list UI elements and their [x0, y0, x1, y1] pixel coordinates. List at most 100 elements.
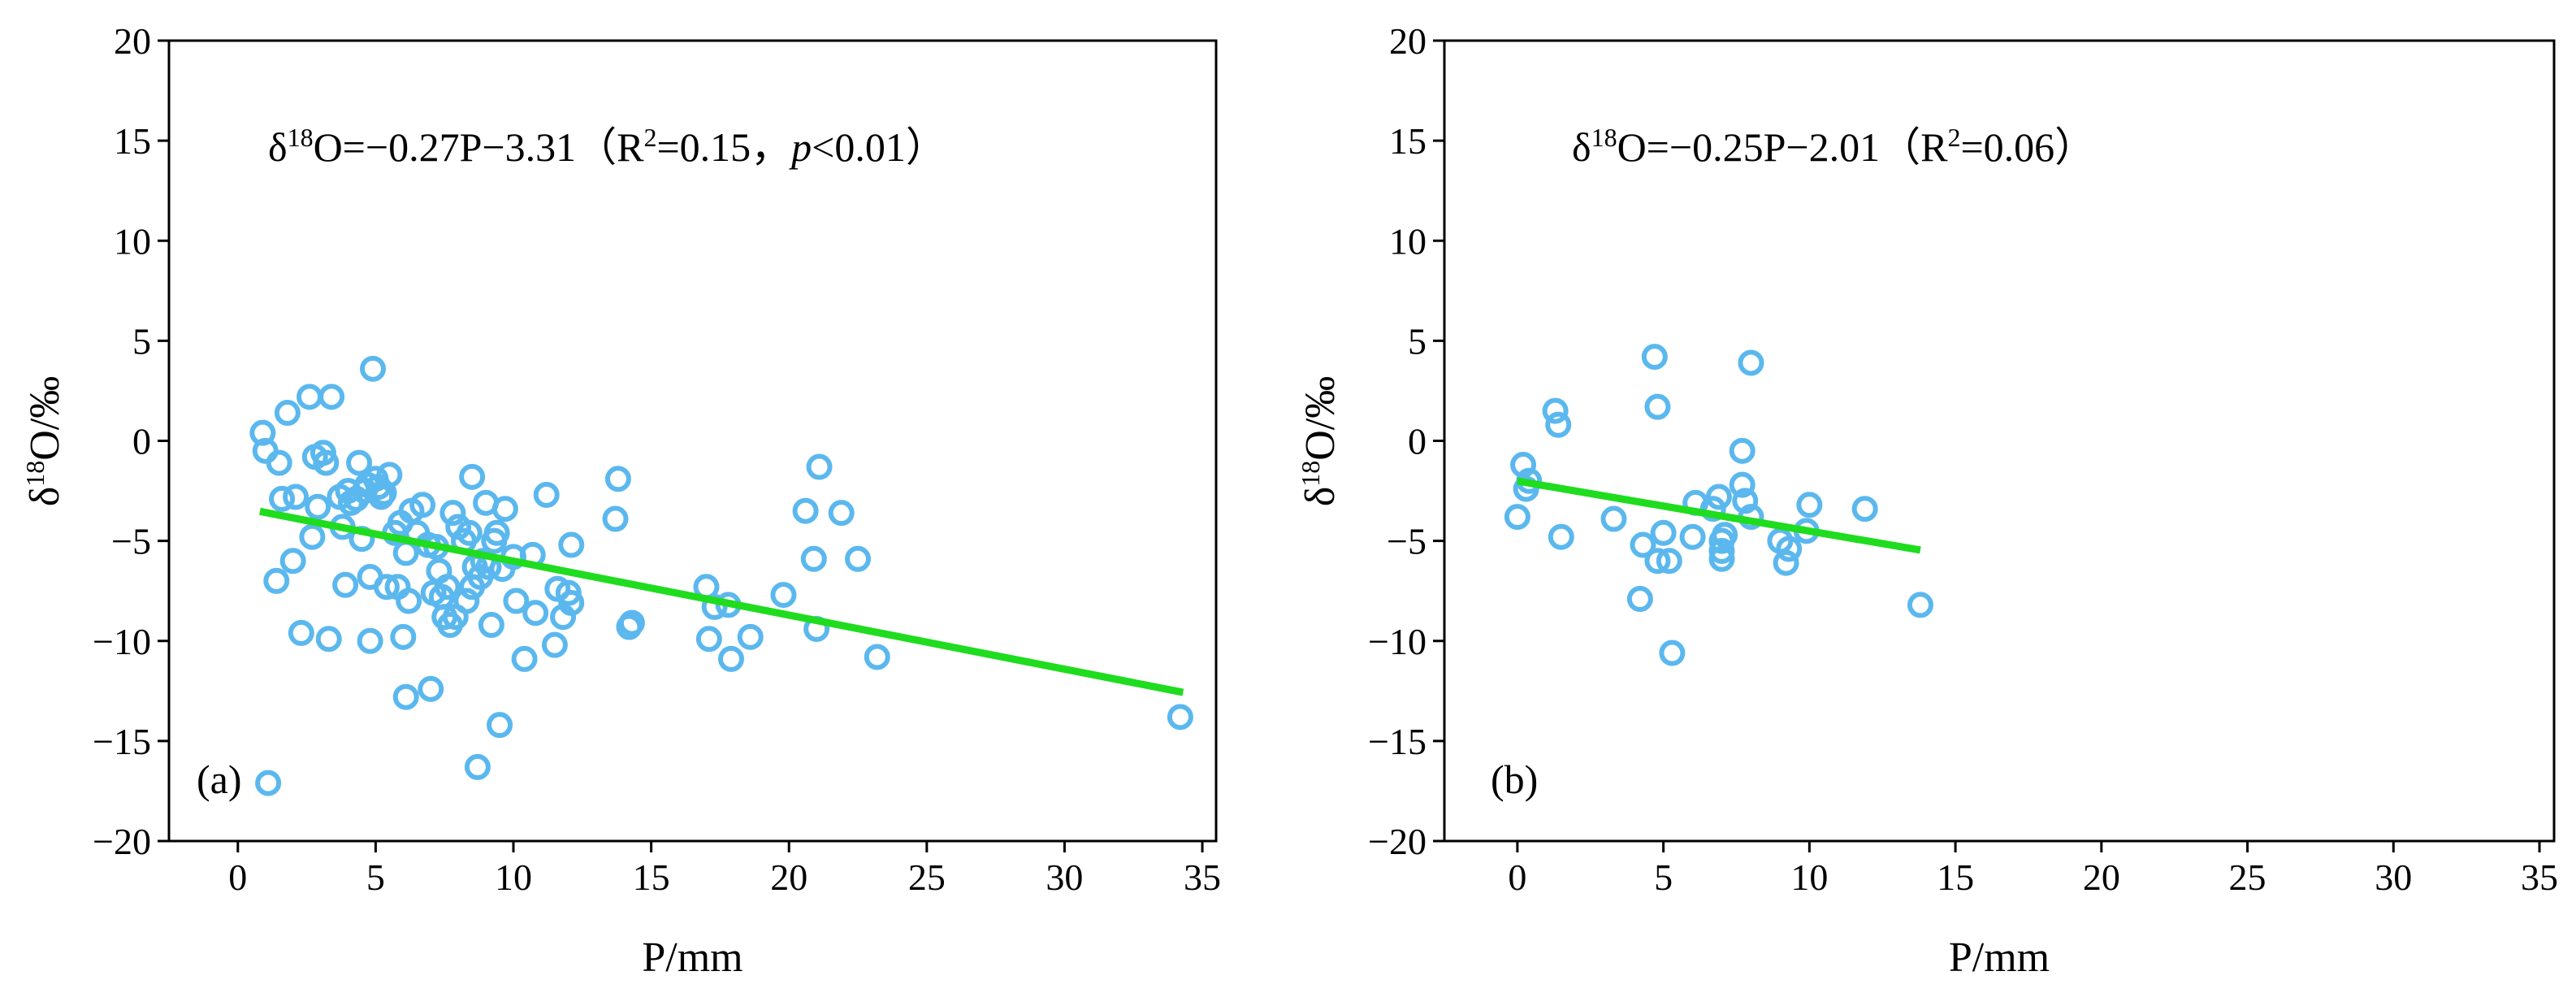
y-tick-label: −10 — [1368, 621, 1427, 662]
data-point — [1729, 471, 1756, 498]
data-point — [541, 631, 568, 658]
y-tick-label: −15 — [1368, 721, 1427, 762]
x-tick-label: 30 — [2375, 856, 2412, 898]
data-point — [288, 619, 314, 646]
data-point — [558, 589, 585, 616]
data-point — [409, 492, 436, 518]
data-point — [1851, 496, 1878, 523]
x-tick-label: 10 — [495, 856, 532, 898]
y-tick-label: −15 — [93, 721, 151, 762]
regression-line — [1517, 477, 1921, 554]
data-point — [618, 609, 645, 636]
y-tick-label: 0 — [132, 421, 151, 462]
data-point — [1705, 483, 1732, 510]
x-tick-label: 0 — [228, 856, 247, 898]
y-tick-label: −5 — [1387, 521, 1427, 562]
y-tick-label: 0 — [1408, 421, 1427, 462]
data-point — [283, 483, 310, 510]
data-point — [1708, 545, 1735, 572]
data-point — [274, 400, 301, 427]
ylabel-delta: δ — [1297, 487, 1344, 507]
x-tick-label: 20 — [770, 856, 807, 898]
data-point — [453, 588, 480, 614]
panel-label: (b) — [1491, 757, 1538, 802]
eq-sup: 18 — [288, 123, 314, 152]
y-tick-label: 10 — [1389, 220, 1427, 262]
data-point — [1600, 505, 1627, 532]
x-axis-label: P/mm — [1949, 934, 2050, 981]
data-point — [1630, 531, 1656, 558]
data-point — [1679, 523, 1706, 550]
data-point — [1548, 523, 1574, 550]
data-point — [602, 505, 629, 532]
x-tick-label: 10 — [1790, 856, 1828, 898]
data-point — [464, 753, 491, 780]
eq-r2-sup: 2 — [643, 123, 656, 152]
y-tick-label: 5 — [132, 320, 151, 362]
data-point — [255, 770, 282, 796]
data-point — [279, 548, 306, 575]
data-point — [434, 574, 461, 601]
data-point — [487, 712, 513, 739]
x-tick-label: 35 — [1184, 856, 1221, 898]
data-point — [392, 683, 419, 710]
y-tick-label: 15 — [114, 120, 151, 162]
x-tick-label: 0 — [1508, 856, 1526, 898]
regression-line — [259, 507, 1184, 696]
data-point — [1712, 522, 1738, 549]
data-point — [392, 540, 419, 566]
data-point — [522, 600, 549, 627]
data-point — [503, 588, 530, 614]
data-point — [299, 523, 326, 550]
data-point — [770, 582, 797, 609]
data-point — [1542, 397, 1569, 424]
y-tick-label: 15 — [1389, 120, 1427, 162]
ylabel-sup: 18 — [1296, 461, 1325, 487]
data-point — [296, 384, 323, 410]
data-point — [360, 355, 387, 382]
eq-r2: =0.06） — [1960, 124, 2095, 170]
ylabel-delta: δ — [22, 487, 68, 507]
data-point — [1641, 344, 1668, 371]
data-point — [418, 675, 444, 702]
data-point — [478, 612, 504, 639]
data-point — [1656, 548, 1682, 575]
data-point — [864, 644, 890, 670]
data-point — [346, 449, 373, 476]
data-point — [1773, 549, 1799, 576]
data-point — [1729, 437, 1756, 464]
data-point — [558, 531, 585, 558]
data-point — [439, 500, 466, 527]
panel-label: (a) — [197, 757, 242, 802]
regression-equation: δ18O=−0.25P−2.01（R2=0.06） — [1572, 123, 2095, 170]
x-tick-label: 20 — [2083, 856, 2120, 898]
data-point — [1167, 704, 1193, 731]
eq-delta: δ — [268, 124, 288, 170]
ylabel-unit: O/‰ — [1297, 376, 1344, 461]
x-tick-label: 30 — [1046, 856, 1083, 898]
y-tick-label: 10 — [114, 220, 151, 262]
data-point — [1644, 548, 1671, 575]
data-point — [533, 481, 560, 508]
data-point — [792, 497, 819, 524]
data-point — [313, 449, 340, 476]
data-point — [269, 485, 296, 512]
panel-a: 0 5 10 15 20 25 30 35−20−15−10−505101520δ18O=−0… — [20, 20, 1221, 981]
data-point — [1776, 536, 1803, 562]
data-point — [701, 593, 728, 620]
data-point — [456, 519, 483, 546]
data-point — [1510, 452, 1537, 479]
data-point — [604, 466, 631, 492]
data-point — [695, 626, 722, 653]
data-point — [1659, 640, 1686, 666]
eq-body: O=−0.25P−2.01（R — [1617, 124, 1949, 170]
data-point — [332, 571, 359, 598]
data-point — [315, 626, 342, 653]
data-point — [800, 545, 827, 572]
eq-sup: 18 — [1591, 123, 1617, 152]
data-point — [249, 419, 276, 446]
data-point — [828, 500, 855, 527]
data-point — [737, 623, 764, 650]
data-point — [266, 449, 292, 476]
